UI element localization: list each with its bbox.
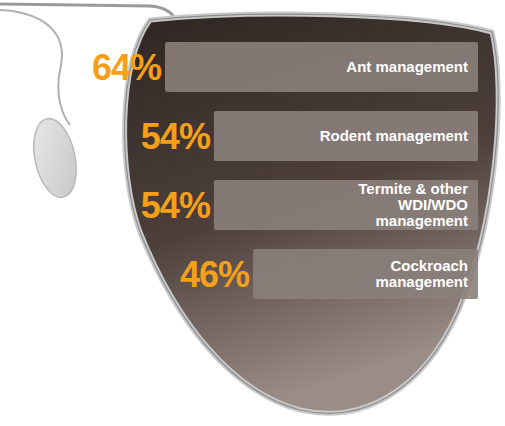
bars [165,42,478,299]
bar [214,180,478,230]
value-label: 64% [92,47,162,88]
sunglasses [0,4,498,413]
category-label: Cockroachmanagement [375,257,468,290]
lens-rim [125,14,499,413]
bar [253,249,478,299]
nose-pad [27,115,83,202]
category-label: Ant management [346,58,468,75]
value-label: 54% [141,185,211,226]
labels: Ant management 64% Rodent management 54% Ter… [92,47,468,295]
bar [214,111,478,161]
chart: Ant management 64% Rodent management 54% Ter… [0,0,505,426]
value-label: 54% [141,116,211,157]
category-label: Termite & otherWDI/WDOmanagement [358,180,468,229]
lens [125,14,499,413]
nose-wire [0,10,70,125]
value-label: 46% [180,254,250,295]
bar [165,42,478,92]
category-label: Rodent management [320,127,468,144]
